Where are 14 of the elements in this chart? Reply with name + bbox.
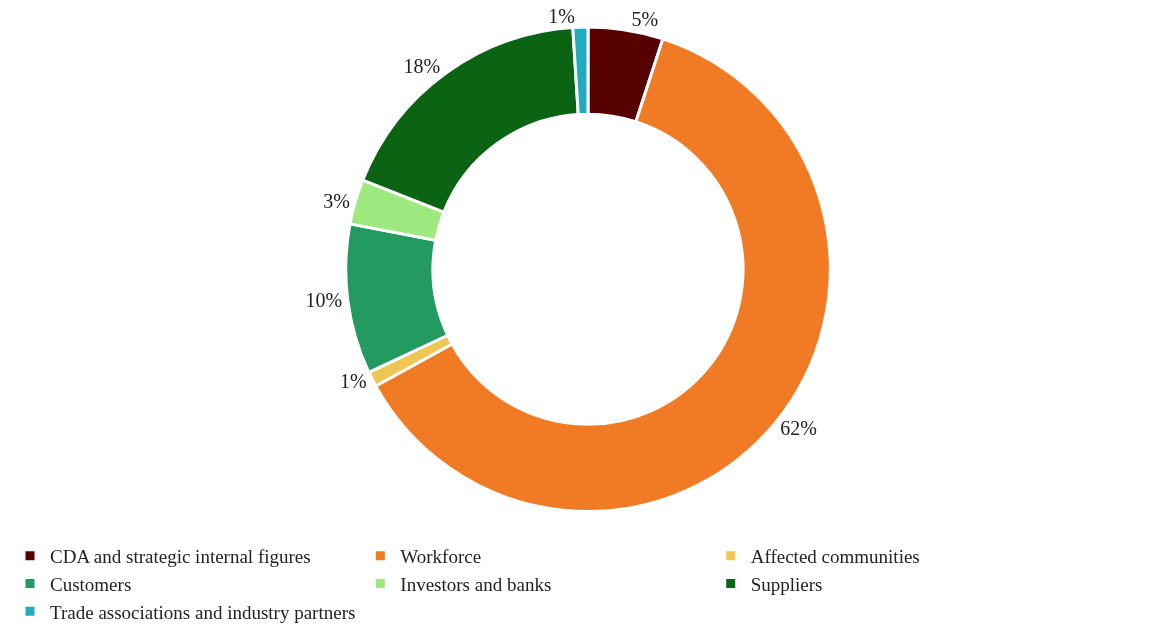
legend-label: Suppliers <box>750 573 823 595</box>
legend-label: Customers <box>50 573 132 595</box>
legend-label: Workforce <box>400 546 482 568</box>
data-label: 10% <box>305 288 343 311</box>
data-label: 62% <box>780 417 817 440</box>
data-label: 3% <box>323 189 350 212</box>
data-label: 1% <box>339 370 367 393</box>
data-label: 5% <box>631 8 659 31</box>
legend-label: Affected communities <box>750 546 920 568</box>
legend-label: Trade associations and industry partners <box>50 601 356 623</box>
data-label: 18% <box>403 55 441 78</box>
legend-label: Investors and banks <box>400 573 552 595</box>
data-label: 1% <box>548 5 575 28</box>
legend-label: CDA and strategic internal figures <box>50 546 311 568</box>
